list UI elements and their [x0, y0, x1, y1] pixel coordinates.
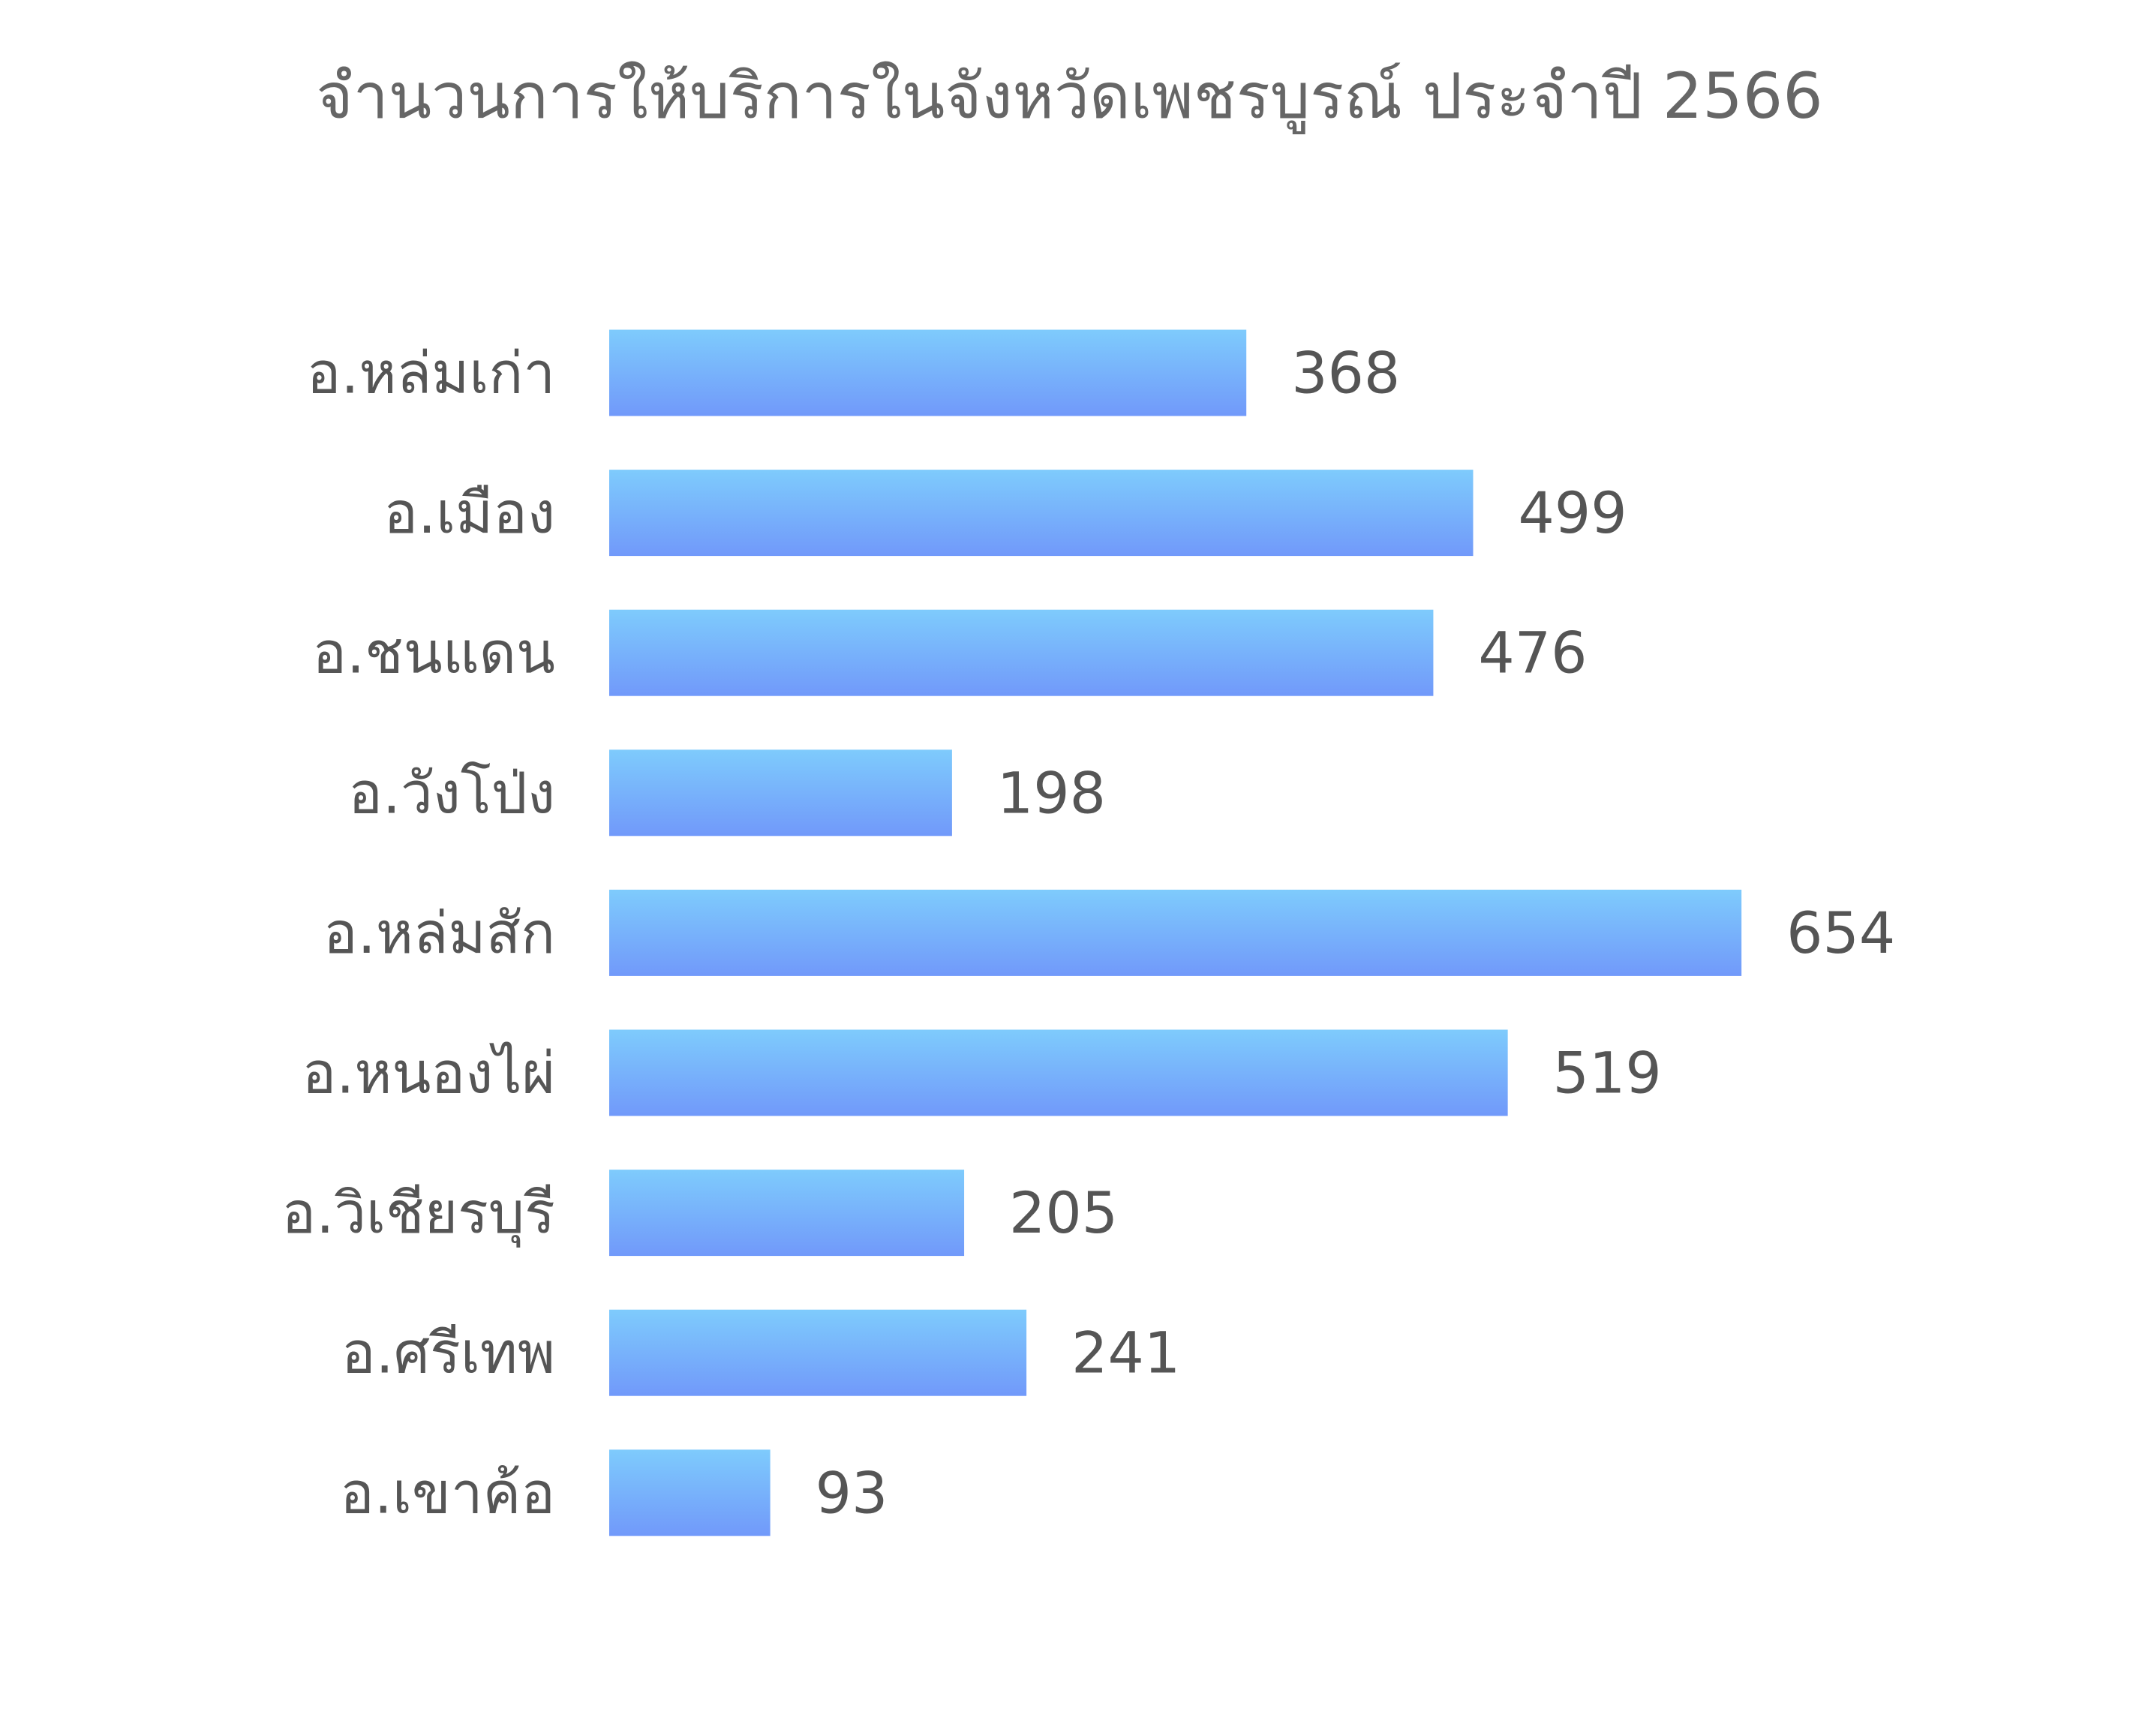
chart-title: จำนวนการให้บริการในจังหวัดเพชรบูรณ์ ประจ…	[316, 59, 1823, 133]
bar	[609, 1309, 1027, 1396]
category-label: อ.หนองไผ่	[302, 1040, 555, 1107]
category-label: อ.ศรีเทพ	[341, 1320, 555, 1386]
data-label: 241	[1071, 1320, 1180, 1386]
data-label: 519	[1553, 1040, 1662, 1107]
data-label: 476	[1478, 620, 1587, 686]
bar	[609, 1170, 965, 1257]
bar	[609, 470, 1474, 557]
bar	[609, 749, 952, 836]
category-label: อ.วังโป่ง	[348, 759, 555, 826]
category-label: อ.เมือง	[383, 479, 555, 546]
bar	[609, 1449, 771, 1536]
bar	[609, 609, 1434, 696]
data-label: 368	[1291, 340, 1400, 407]
category-label: อ.หล่มเก่า	[307, 340, 555, 407]
category-label: อ.วิเชียรบุรี	[282, 1179, 555, 1248]
bars-layer: อ.หล่มเก่า 368 อ.เมือง 499 อ.ชนแดน 476 อ.วังโป…	[282, 329, 1895, 1536]
data-label: 198	[997, 759, 1106, 826]
data-label: 499	[1518, 479, 1627, 546]
data-label: 654	[1786, 900, 1895, 966]
category-label: อ.หล่มสัก	[323, 900, 555, 966]
bar	[609, 329, 1247, 416]
data-label: 93	[816, 1459, 888, 1526]
data-label: 205	[1009, 1179, 1118, 1246]
bar	[609, 889, 1742, 976]
category-label: อ.เขาค้อ	[340, 1459, 555, 1526]
category-label: อ.ชนแดน	[312, 620, 555, 686]
bar	[609, 1029, 1508, 1116]
